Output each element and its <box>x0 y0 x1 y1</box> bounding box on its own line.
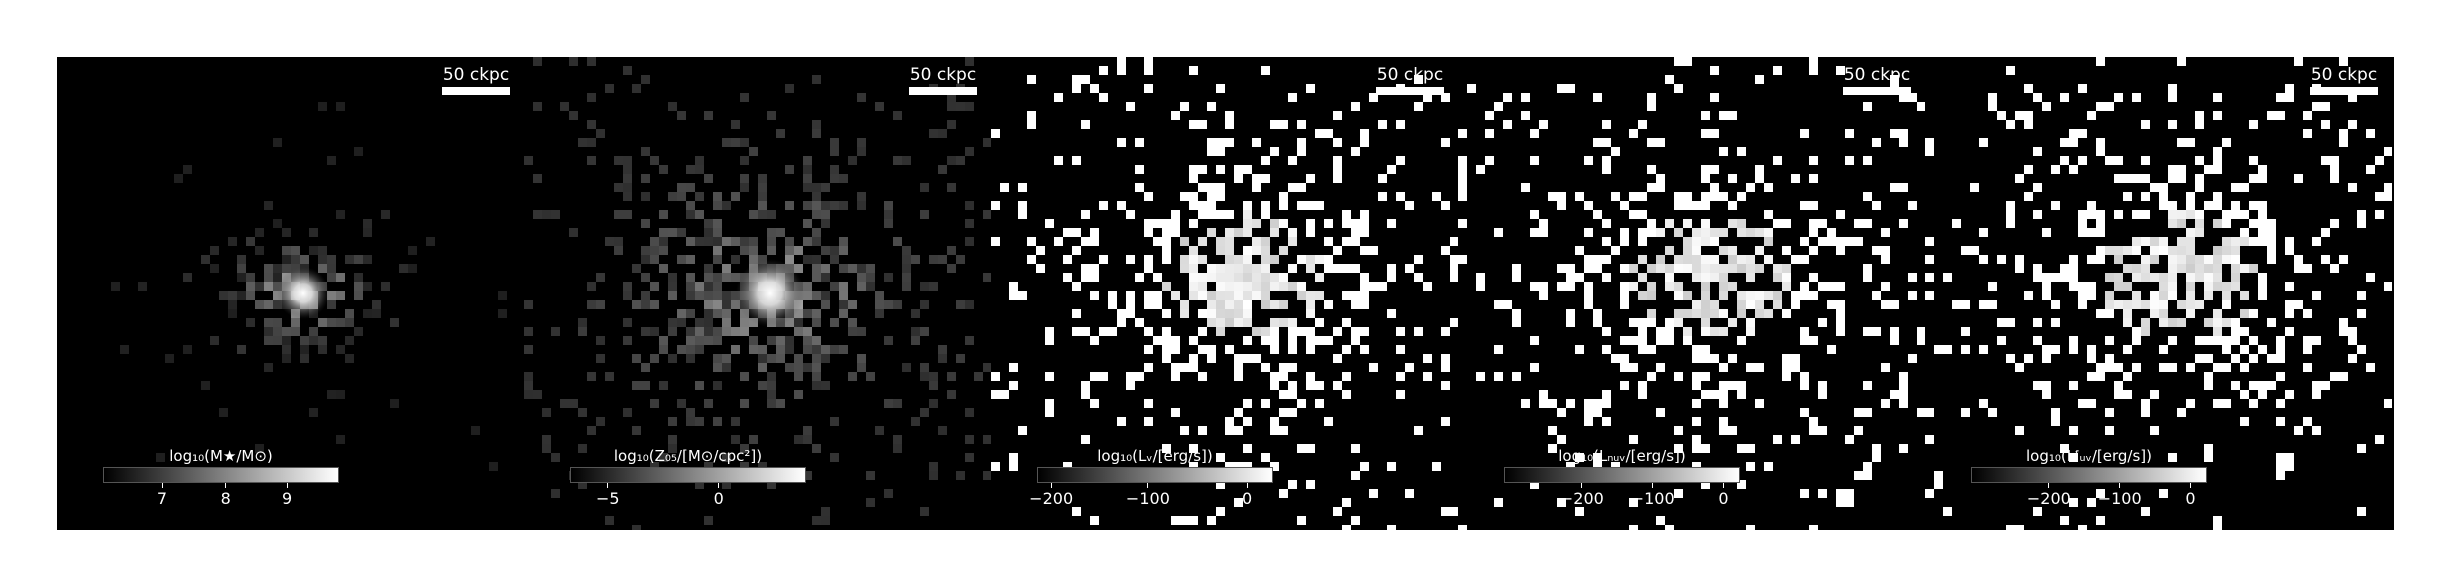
colorbar-tick-mark <box>2048 483 2050 488</box>
colorbar-tick: 0 <box>714 483 724 508</box>
colorbar-tick-mark <box>1722 483 1724 488</box>
nuv-luminosity-map: 50 ckpc log₁₀(Lₙᵤᵥ/[erg/s]) −200 −100 0 <box>1458 57 1925 530</box>
colorbar-tick: −100 <box>1126 483 1170 508</box>
colorbar-gradient <box>1504 467 1740 483</box>
fuv-image <box>1925 57 2392 530</box>
colorbar-tick-mark <box>2189 483 2191 488</box>
pixel-field <box>1458 57 1925 530</box>
colorbar-tick-label: −100 <box>1630 489 1675 508</box>
colorbar-title: log₁₀(Lᶠᵤᵥ/[erg/s]) <box>2025 447 2152 465</box>
colorbar-tick-mark <box>2119 483 2121 488</box>
colorbar-ticks: −200 −100 0 <box>1029 483 1273 513</box>
colorbar-tick-mark <box>1147 483 1149 488</box>
colorbar-tick-label: 0 <box>2185 489 2196 508</box>
scale-bar: 50 ckpc <box>442 65 510 95</box>
colorbar-title: log₁₀(Lₙᵤᵥ/[erg/s]) <box>1558 447 1686 465</box>
colorbar-tick-mark <box>225 483 227 488</box>
scale-bar-line <box>909 87 977 95</box>
colorbar-tick-label: 8 <box>220 489 231 508</box>
scale-bar-label: 50 ckpc <box>1843 65 1911 85</box>
colorbar-tick-label: 7 <box>156 489 168 508</box>
colorbar-title: log₁₀(Z₀₅/[M⊙/cpc²]) <box>613 447 763 465</box>
colorbar-tick-label: −5 <box>595 489 620 508</box>
colorbar-tick: 0 <box>1242 483 1252 508</box>
colorbar-tick-mark <box>607 483 609 488</box>
colorbar-tick-label: 0 <box>1241 489 1253 508</box>
colorbar-tick-mark <box>1652 483 1654 488</box>
scale-bar-line <box>1843 87 1911 95</box>
colorbar-tick: 0 <box>2185 483 2196 508</box>
galaxy-maps-strip: 50 ckpc log₁₀(M★/M⊙) 7 8 9 50 ckpc log₁₀(Z… <box>57 57 2394 530</box>
scale-bar: 50 ckpc <box>2310 65 2378 95</box>
colorbar-ticks: −200 −100 0 <box>1504 483 1740 513</box>
galaxy-core <box>277 267 329 319</box>
colorbar-tick-label: 0 <box>713 489 724 508</box>
v-band-image <box>991 57 1458 530</box>
colorbar-ticks: −5 0 <box>570 483 806 513</box>
colorbar-gradient <box>103 467 339 483</box>
colorbar-gradient <box>1037 467 1273 483</box>
nuv-image <box>1458 57 1925 530</box>
colorbar-tick-label: 9 <box>281 489 293 508</box>
colorbar-tick-label: −200 <box>1559 489 1604 508</box>
colorbar-tick-mark <box>161 483 163 488</box>
colorbar-tick-label: 0 <box>1718 489 1729 508</box>
colorbar-tick: −100 <box>2098 483 2142 508</box>
scale-bar-label: 50 ckpc <box>2310 65 2378 85</box>
colorbar-gradient <box>570 467 806 483</box>
colorbar-gradient <box>1971 467 2207 483</box>
colorbar-tick: 0 <box>1718 483 1729 508</box>
colorbar-tick: 9 <box>282 483 292 508</box>
scale-bar-line <box>442 87 510 95</box>
scale-bar-label: 50 ckpc <box>1376 65 1444 85</box>
colorbar-tick-label: −200 <box>2026 489 2071 508</box>
metal-mass-image <box>524 57 991 530</box>
colorbar-title: log₁₀(Lᵥ/[erg/s]) <box>1097 447 1213 465</box>
colorbar-tick-mark <box>286 483 288 488</box>
galaxy-core <box>736 259 804 327</box>
stellar-mass-image <box>111 102 507 471</box>
colorbar-tick: −100 <box>1631 483 1675 508</box>
colorbar-tick: −200 <box>2027 483 2071 508</box>
colorbar-tick: −200 <box>1029 483 1073 508</box>
stellar-mass-map: 50 ckpc log₁₀(M★/M⊙) 7 8 9 <box>57 57 524 530</box>
colorbar-tick: 8 <box>221 483 231 508</box>
colorbar-tick-mark <box>1246 483 1248 488</box>
colorbar-tick-label: −100 <box>1125 489 1170 508</box>
pixel-field <box>1925 57 2392 530</box>
scale-bar-line <box>2310 87 2378 95</box>
scale-bar-label: 50 ckpc <box>442 65 510 85</box>
scale-bar-line <box>1376 87 1444 95</box>
colorbar-tick: 7 <box>157 483 167 508</box>
pixel-field <box>991 57 1458 530</box>
metal-mass-map: 50 ckpc log₁₀(Z₀₅/[M⊙/cpc²]) −5 0 <box>524 57 991 530</box>
fuv-luminosity-map: 50 ckpc log₁₀(Lᶠᵤᵥ/[erg/s]) −200 −100 0 <box>1925 57 2392 530</box>
colorbar-tick-label: −200 <box>1029 489 1074 508</box>
colorbar-tick-label: −100 <box>2097 489 2142 508</box>
colorbar-ticks: −200 −100 0 <box>1971 483 2207 513</box>
colorbar-tick-mark <box>1581 483 1583 488</box>
colorbar-tick: −200 <box>1560 483 1604 508</box>
scale-bar-label: 50 ckpc <box>909 65 977 85</box>
colorbar-title: log₁₀(M★/M⊙) <box>169 447 273 465</box>
scale-bar: 50 ckpc <box>1843 65 1911 95</box>
colorbar-tick-mark <box>1050 483 1052 488</box>
colorbar-ticks: 7 8 9 <box>103 483 339 513</box>
colorbar-tick-mark <box>718 483 720 488</box>
scale-bar: 50 ckpc <box>1376 65 1444 95</box>
v-band-luminosity-map: 50 ckpc log₁₀(Lᵥ/[erg/s]) −200 −100 0 <box>991 57 1458 530</box>
scale-bar: 50 ckpc <box>909 65 977 95</box>
colorbar-tick: −5 <box>596 483 620 508</box>
